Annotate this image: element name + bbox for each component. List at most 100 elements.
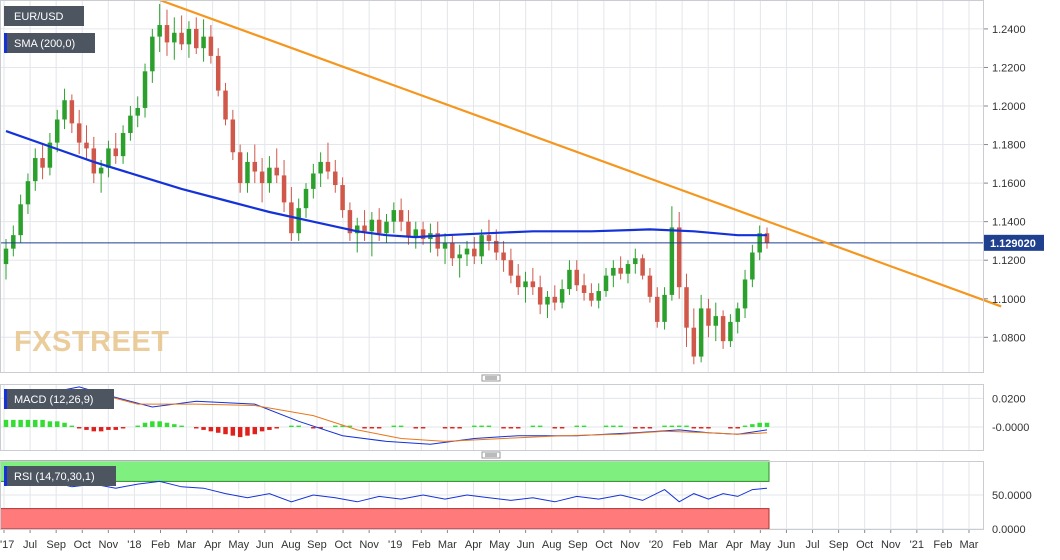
candle (18, 204, 23, 236)
macd-histogram-bar (11, 419, 16, 428)
x-tick-label: Apr (465, 539, 482, 551)
candle (713, 316, 719, 326)
price-panel: FXSTREET (0, 0, 1002, 365)
macd-histogram-bar (135, 425, 140, 428)
macd-histogram-bar (669, 425, 675, 428)
macd-histogram-bar (289, 425, 294, 428)
macd-y-tick-label: -0.0000 (992, 422, 1029, 434)
candle (589, 292, 594, 301)
x-tick-label: May (489, 539, 510, 551)
candle (318, 161, 323, 174)
macd-histogram-bar (559, 427, 565, 429)
candle (179, 32, 184, 45)
x-tick-label: '20 (649, 539, 663, 551)
macd-histogram-bar (179, 425, 184, 428)
macd-histogram-bar (76, 427, 82, 429)
candle (237, 152, 243, 184)
macd-histogram-bar (40, 419, 45, 428)
candle (25, 181, 31, 205)
candle (69, 100, 75, 124)
candle (501, 252, 506, 261)
candle (625, 264, 631, 274)
macd-histogram-bar (245, 427, 250, 436)
macd-label-box (4, 389, 114, 409)
rsi-y-tick-label: 0.0000 (992, 524, 1026, 536)
macd-histogram-bar (581, 425, 587, 428)
rsi-oversold-zone (0, 508, 770, 530)
macd-histogram-bar (47, 421, 53, 428)
macd-histogram-bar (172, 424, 177, 428)
rsi-y-tick-label: 50.0000 (992, 490, 1032, 502)
candle (691, 327, 697, 357)
axes: '17 Jul Sep Oct Nov '18 Feb Mar Apr May Jun Aug Sep O… (0, 0, 1044, 551)
candle (406, 221, 411, 238)
candle (62, 100, 67, 120)
candle (464, 248, 470, 255)
macd-histogram-bar (230, 427, 236, 436)
macd-histogram-bar (420, 427, 426, 429)
macd-histogram-bar (552, 427, 558, 429)
macd-histogram-bar (318, 427, 323, 429)
x-tick-label: Jul (23, 539, 37, 551)
macd-histogram-bar (486, 425, 492, 428)
macd-histogram-bar (376, 427, 382, 429)
candle (574, 269, 579, 286)
x-tick-label: Nov (359, 539, 379, 551)
candle (215, 55, 221, 91)
macd-histogram-bar (611, 425, 616, 428)
candle (369, 219, 375, 232)
macd-histogram-bar (194, 427, 199, 429)
candle (33, 158, 38, 182)
candle (435, 233, 440, 249)
price-y-tick-label: 1.1000 (992, 294, 1026, 306)
macd-histogram-bar (603, 425, 609, 428)
candle (54, 119, 60, 143)
candle (245, 161, 250, 184)
macd-histogram-bar (311, 427, 316, 429)
candle (303, 188, 309, 209)
rsi-line (5, 480, 768, 503)
candle (267, 167, 272, 184)
candle (164, 25, 170, 43)
x-tick-label: Jun (517, 539, 535, 551)
candle (442, 242, 448, 249)
macd-histogram-bar (750, 424, 755, 428)
candle (186, 28, 192, 45)
macd-histogram-bar (69, 425, 75, 428)
candle (340, 185, 345, 211)
candle (750, 252, 755, 280)
price-y-tick-label: 1.2200 (992, 62, 1026, 74)
trendline (159, 0, 1002, 308)
x-tick-label: Jul (805, 539, 819, 551)
price-y-tick-label: 1.2000 (992, 101, 1026, 113)
price-y-tick-label: 1.1400 (992, 217, 1026, 229)
price-y-tick-label: 1.1800 (992, 140, 1026, 152)
symbol-label: EUR/USD (14, 11, 64, 23)
candle (333, 171, 338, 186)
candle (457, 254, 462, 259)
macd-histogram-bar (259, 427, 265, 432)
x-tick-label: Nov (620, 539, 640, 551)
x-tick-label: Nov (881, 539, 901, 551)
candle (567, 269, 572, 290)
x-tick-label: '21 (910, 539, 924, 551)
macd-panel-border (0, 384, 984, 451)
candle (391, 210, 397, 222)
candle (720, 316, 726, 342)
candle (384, 221, 389, 234)
macd-histogram-bar (369, 427, 375, 429)
macd-histogram-bar (728, 427, 733, 429)
candle (201, 36, 206, 49)
candle (47, 142, 53, 168)
candle (618, 267, 623, 274)
macd-histogram-bar (450, 427, 455, 429)
macd-histogram-bar (274, 427, 279, 429)
candle (84, 142, 89, 149)
candle (669, 227, 675, 295)
sma-label-color-swatch (4, 33, 7, 53)
macd-histogram-bar (223, 427, 228, 435)
macd-histogram-bar (691, 427, 697, 429)
macd-histogram-bar (501, 427, 506, 429)
candle (113, 148, 119, 157)
macd-histogram-bar (457, 427, 462, 429)
